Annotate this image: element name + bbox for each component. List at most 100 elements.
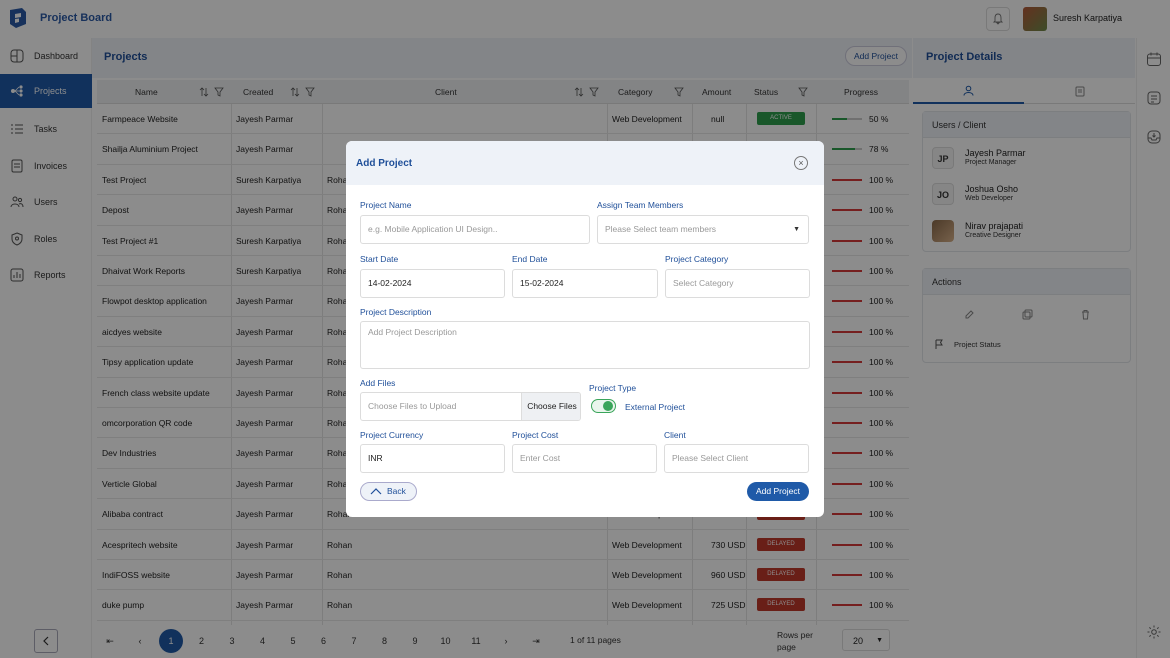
user-avatar[interactable] bbox=[1023, 7, 1047, 31]
cell-name: duke pump bbox=[102, 600, 145, 611]
add-project-submit-button[interactable]: Add Project bbox=[747, 482, 809, 501]
sidebar-item-projects[interactable]: Projects bbox=[0, 74, 92, 108]
notes-icon[interactable] bbox=[1146, 90, 1162, 106]
sidebar-item-roles[interactable]: Roles bbox=[0, 222, 92, 256]
add-project-button[interactable]: Add Project bbox=[845, 46, 907, 66]
progress-fill bbox=[832, 604, 862, 607]
cell-name: Flowpot desktop application bbox=[102, 296, 207, 307]
close-icon[interactable]: × bbox=[794, 156, 808, 170]
filter-icon[interactable] bbox=[214, 87, 224, 97]
page-button[interactable]: 5 bbox=[290, 636, 296, 646]
table-row[interactable]: Farmpeace Website Jayesh Parmar Web Develo… bbox=[97, 104, 909, 135]
team-members-placeholder: Please Select team members bbox=[605, 224, 717, 234]
page-button[interactable]: 1 bbox=[159, 629, 183, 653]
progress-percent: 78 % bbox=[869, 144, 889, 155]
trash-icon[interactable] bbox=[1080, 309, 1091, 320]
add-project-modal: Add Project × Project Name e.g. Mobile A… bbox=[346, 141, 824, 517]
sort-icon[interactable] bbox=[290, 87, 300, 97]
tab-users[interactable] bbox=[913, 78, 1024, 104]
page-button[interactable]: 7 bbox=[351, 636, 357, 646]
page-button[interactable]: 6 bbox=[320, 636, 326, 646]
prev-page-button[interactable]: ‹ bbox=[138, 636, 142, 646]
cell-name: French class website update bbox=[102, 387, 210, 398]
progress-bar bbox=[832, 604, 862, 607]
progress-bar bbox=[832, 330, 862, 333]
collapse-sidebar-button[interactable] bbox=[34, 629, 58, 653]
page-button[interactable]: 3 bbox=[229, 636, 235, 646]
filter-icon[interactable] bbox=[305, 87, 315, 97]
sort-icon[interactable] bbox=[574, 87, 584, 97]
app-logo-icon bbox=[10, 8, 26, 28]
sidebar-item-invoices[interactable]: Invoices bbox=[0, 149, 92, 183]
user-avatar: JO bbox=[932, 183, 954, 205]
cell-client: Rohan bbox=[327, 448, 353, 459]
page-button[interactable]: 10 bbox=[440, 636, 451, 646]
progress-fill bbox=[832, 270, 862, 272]
page-button[interactable]: 8 bbox=[381, 636, 387, 646]
back-button[interactable]: Back bbox=[360, 482, 417, 501]
modal-header: Add Project × bbox=[346, 141, 824, 185]
team-members-select[interactable]: Please Select team members ▼ bbox=[597, 215, 809, 244]
sort-icon[interactable] bbox=[199, 87, 209, 97]
table-row[interactable]: duke pump Jayesh Parmar Rohan Web Developme… bbox=[97, 590, 909, 621]
project-category-select[interactable]: Select Category bbox=[665, 269, 810, 298]
cell-created: Jayesh Parmar bbox=[236, 357, 294, 368]
column-header-client[interactable]: Client bbox=[435, 87, 457, 97]
filter-icon[interactable] bbox=[674, 87, 684, 97]
progress-percent: 100 % bbox=[869, 326, 894, 337]
page-button[interactable]: 9 bbox=[412, 636, 418, 646]
filter-icon[interactable] bbox=[589, 87, 599, 97]
sidebar-item-dashboard[interactable]: Dashboard bbox=[0, 39, 92, 73]
copy-icon[interactable] bbox=[1022, 309, 1033, 320]
next-page-button[interactable]: › bbox=[504, 636, 508, 646]
column-header-category[interactable]: Category bbox=[618, 87, 653, 97]
progress-fill bbox=[832, 422, 862, 424]
project-currency-input[interactable]: INR bbox=[360, 444, 505, 473]
project-type-toggle[interactable] bbox=[591, 399, 616, 413]
progress-percent: 100 % bbox=[869, 296, 894, 307]
table-row[interactable]: IndiFOSS website Jayesh Parmar Rohan Web De… bbox=[97, 560, 909, 591]
table-row[interactable]: Acespritech website Jayesh Parmar Rohan Web… bbox=[97, 530, 909, 560]
progress-bar bbox=[832, 148, 862, 151]
project-status-label[interactable]: Project Status bbox=[954, 340, 1001, 349]
first-page-button[interactable]: ⇤ bbox=[106, 636, 114, 646]
invoice-icon bbox=[10, 159, 24, 173]
cell-amount: null bbox=[711, 114, 725, 124]
sidebar-item-label: Reports bbox=[34, 270, 66, 280]
inbox-icon[interactable] bbox=[1146, 129, 1162, 145]
cell-client: Rohan bbox=[327, 174, 353, 185]
actions-card-title: Actions bbox=[923, 269, 1130, 295]
project-cost-input[interactable]: Enter Cost bbox=[512, 444, 657, 473]
column-header-status[interactable]: Status bbox=[754, 87, 779, 97]
filter-icon[interactable] bbox=[798, 87, 808, 97]
sidebar-item-tasks[interactable]: Tasks bbox=[0, 112, 92, 146]
column-header-name[interactable]: Name bbox=[135, 87, 158, 97]
rows-per-page-select[interactable]: 20 ▼ bbox=[842, 629, 890, 651]
edit-icon[interactable] bbox=[964, 309, 975, 320]
file-upload-input[interactable]: Choose Files to Upload Choose Files bbox=[360, 392, 581, 421]
tab-notes[interactable] bbox=[1024, 78, 1135, 104]
notifications-button[interactable] bbox=[986, 7, 1010, 31]
page-button[interactable]: 4 bbox=[259, 636, 265, 646]
column-header-amount[interactable]: Amount bbox=[702, 87, 732, 97]
status-badge: ACTIVE bbox=[757, 112, 805, 125]
client-select[interactable]: Please Select Client bbox=[664, 444, 809, 473]
settings-icon[interactable] bbox=[1146, 624, 1162, 640]
sidebar-item-reports[interactable]: Reports bbox=[0, 258, 92, 292]
cell-created: Jayesh Parmar bbox=[236, 539, 294, 550]
end-date-input[interactable]: 15-02-2024 bbox=[512, 269, 658, 298]
project-name-input[interactable]: e.g. Mobile Application UI Design.. bbox=[360, 215, 590, 244]
cell-amount: 725 USD bbox=[711, 600, 746, 611]
user-entry: JO Joshua Osho Web Developer bbox=[932, 183, 1122, 209]
page-button[interactable]: 2 bbox=[198, 636, 204, 646]
start-date-input[interactable]: 14-02-2024 bbox=[360, 269, 505, 298]
sidebar-item-users[interactable]: Users bbox=[0, 185, 92, 219]
page-button[interactable]: 11 bbox=[471, 636, 481, 646]
choose-files-button[interactable]: Choose Files bbox=[521, 393, 580, 420]
calendar-icon[interactable] bbox=[1146, 51, 1162, 67]
column-header-created[interactable]: Created bbox=[243, 87, 274, 97]
user-name[interactable]: Suresh Karpatiya bbox=[1053, 13, 1123, 23]
last-page-button[interactable]: ⇥ bbox=[532, 636, 540, 646]
project-description-textarea[interactable]: Add Project Description bbox=[360, 321, 810, 369]
column-header-progress[interactable]: Progress bbox=[844, 87, 879, 97]
